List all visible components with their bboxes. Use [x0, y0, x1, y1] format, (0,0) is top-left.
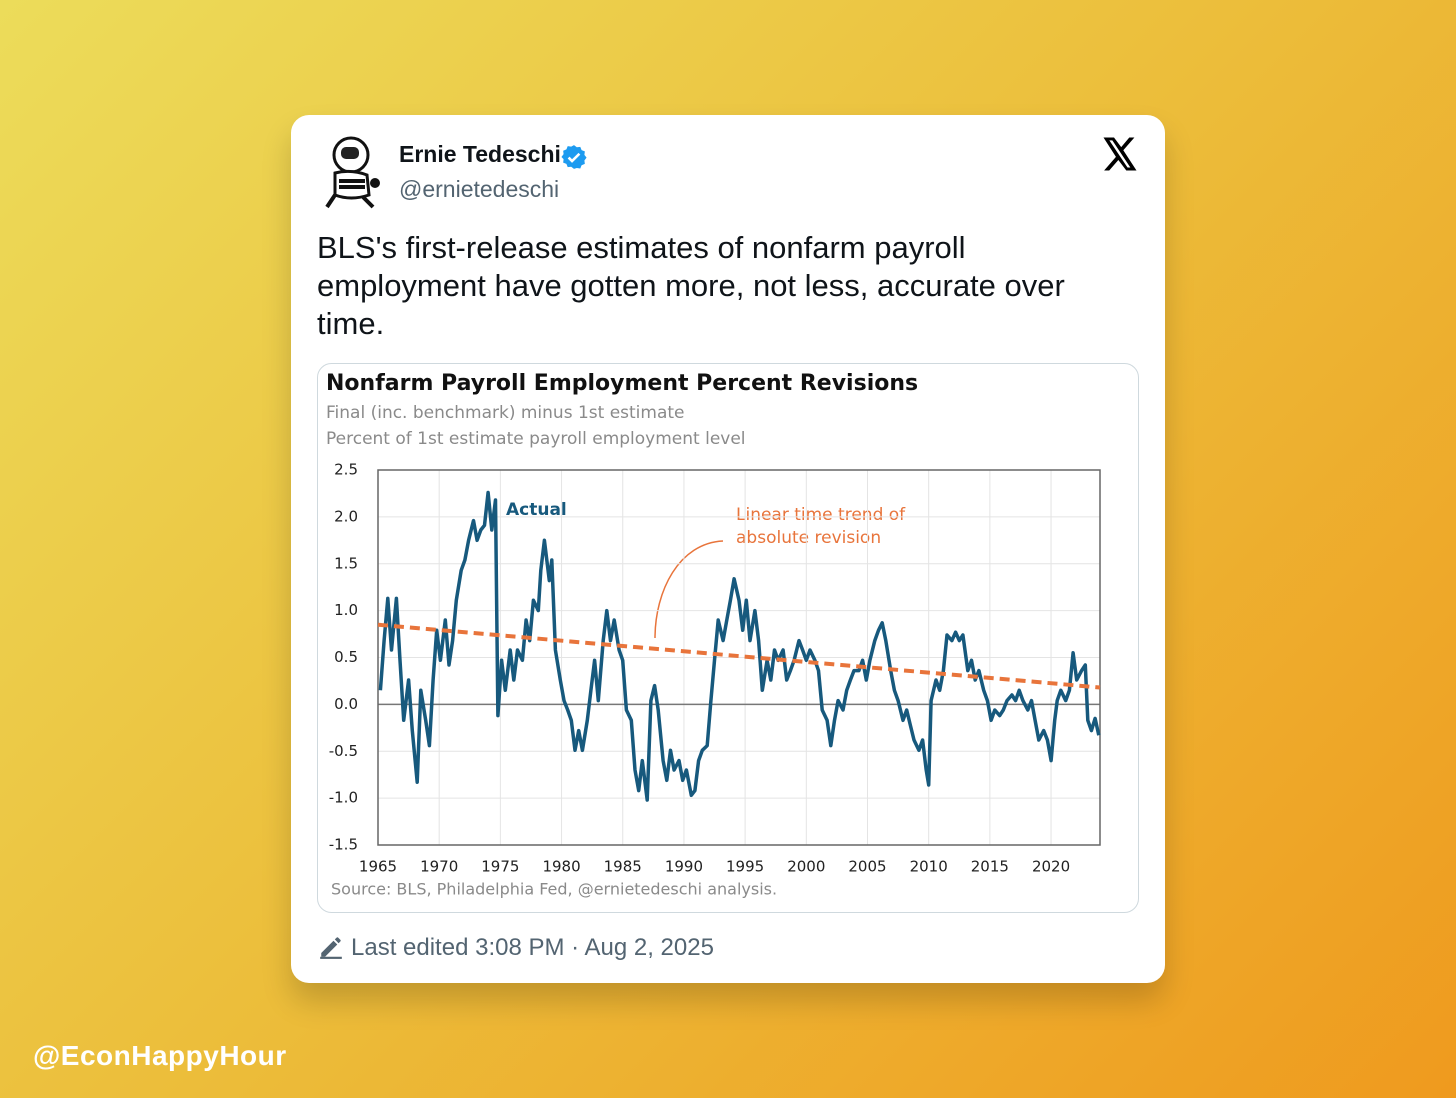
x-tick-label: 2020 [1032, 858, 1070, 876]
y-tick-label: 2.5 [334, 461, 358, 479]
annotation-arrow [654, 540, 724, 639]
avatar[interactable] [317, 133, 383, 211]
y-tick-label: 1.0 [334, 601, 358, 619]
chart-source: Source: BLS, Philadelphia Fed, @ernieted… [331, 880, 777, 899]
x-tick-label: 1985 [604, 858, 642, 876]
edit-timestamp: Last edited 3:08 PM · Aug 2, 2025 [351, 934, 714, 961]
annotation: Linear time trend of [736, 505, 906, 525]
x-tick-label: 1970 [420, 858, 458, 876]
y-tick-label: -0.5 [329, 742, 358, 760]
watermark: @EconHappyHour [33, 1040, 287, 1071]
edit-icon [320, 937, 342, 959]
x-logo[interactable] [1102, 137, 1138, 171]
chart-subtitle: Final (inc. benchmark) minus 1st estimat… [326, 403, 685, 423]
x-tick-label: 2005 [848, 858, 886, 876]
author-name[interactable]: Ernie Tedeschi [399, 141, 561, 167]
annotation: Actual [506, 500, 567, 520]
plot-border [377, 469, 1101, 846]
y-tick-label: 1.5 [334, 554, 358, 572]
chart-title: Nonfarm Payroll Employment Percent Revis… [326, 371, 918, 396]
chart-subtitle: Percent of 1st estimate payroll employme… [326, 429, 746, 449]
y-tick-label: 0.5 [334, 648, 358, 666]
data-line [378, 490, 1101, 802]
y-tick-label: 2.0 [334, 507, 358, 525]
chart: Nonfarm Payroll Employment Percent Revis… [317, 363, 1139, 913]
y-tick-label: -1.0 [329, 789, 358, 807]
x-tick-label: 1965 [359, 858, 397, 876]
author-handle[interactable]: @ernietedeschi [399, 176, 560, 202]
chart-frame [317, 363, 1139, 913]
x-tick-label: 1975 [481, 858, 519, 876]
y-tick-label: -1.5 [329, 836, 358, 854]
x-tick-label: 1990 [665, 858, 703, 876]
plot-area: 1965 1970 1975 1980 1985 1990 1995 2000 2005 2010… [329, 461, 1101, 876]
trend-line [377, 622, 1101, 690]
x-tick-label: 2010 [910, 858, 948, 876]
post-text: BLS's first-release estimates of nonfarm… [317, 230, 1065, 341]
x-tick-label: 2015 [971, 858, 1009, 876]
annotation: absolute revision [736, 528, 881, 548]
x-tick-label: 1995 [726, 858, 764, 876]
post-card: Ernie Tedeschi @ernietedeschi BLS's firs… [291, 115, 1165, 983]
verified-badge [561, 145, 587, 169]
y-tick-label: 0.0 [334, 695, 358, 713]
x-tick-label: 1980 [542, 858, 580, 876]
x-tick-label: 2000 [787, 858, 825, 876]
